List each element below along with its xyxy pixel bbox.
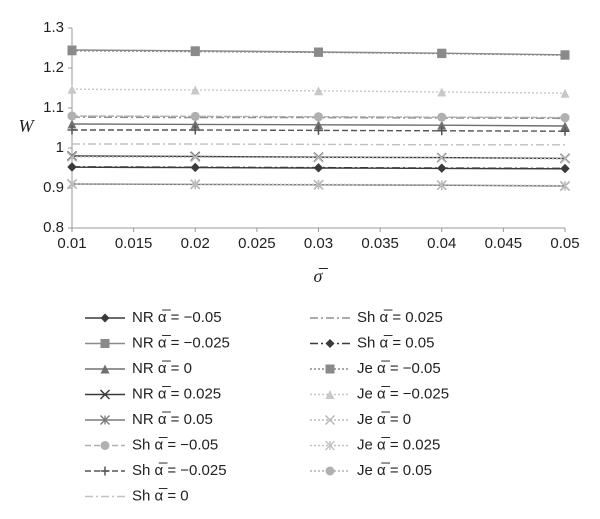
marker [560, 113, 570, 123]
marker [560, 88, 570, 98]
y-tick-label: 1.3 [43, 19, 64, 36]
x-tick-label: 0.05 [550, 235, 579, 252]
marker [100, 441, 110, 450]
x-tick-label: 0.01 [57, 235, 86, 252]
marker [559, 153, 571, 164]
marker [67, 125, 77, 135]
marker [560, 163, 570, 173]
marker [436, 179, 447, 190]
legend-label: NR α̅ = −0.025 [132, 334, 230, 351]
legend-label: Je α̅ = −0.05 [357, 360, 441, 377]
legend-label: Sh α̅ = 0 [132, 487, 189, 504]
y-tick-label: 0.8 [43, 219, 64, 236]
x-tick-label: 0.04 [427, 235, 456, 252]
marker [190, 152, 201, 163]
x-tick-label: 0.035 [361, 235, 399, 252]
marker [560, 180, 570, 191]
marker [67, 111, 77, 121]
marker [313, 152, 324, 163]
marker [67, 162, 77, 172]
legend-label: Sh α̅ = 0.025 [357, 309, 443, 326]
legend-label: Sh α̅ = −0.025 [132, 462, 227, 479]
marker [190, 111, 200, 121]
marker [190, 125, 200, 135]
marker [190, 119, 200, 129]
x-axis-label: σ̅ [314, 266, 329, 286]
x-tick-label: 0.025 [238, 235, 276, 252]
marker [314, 47, 323, 57]
marker [325, 440, 335, 451]
legend-label: NR α̅ = −0.05 [132, 309, 222, 326]
marker [99, 389, 111, 400]
legend-label: NR α̅ = 0.05 [132, 411, 213, 428]
marker [325, 339, 335, 348]
marker [325, 364, 335, 374]
marker [100, 364, 110, 374]
y-axis-label: W [19, 116, 36, 136]
marker [314, 163, 323, 173]
marker [314, 86, 323, 96]
marker [100, 339, 110, 348]
marker [325, 466, 335, 476]
legend-label: Sh α̅ = 0.05 [357, 334, 434, 351]
marker [325, 390, 335, 399]
marker [67, 84, 77, 94]
marker [437, 49, 447, 59]
x-tick-label: 0.015 [115, 235, 153, 252]
legend-label: Je α̅ = 0.05 [357, 462, 432, 479]
x-tick-label: 0.045 [485, 235, 523, 252]
marker [436, 152, 447, 164]
marker [190, 85, 200, 95]
marker [560, 50, 570, 60]
marker [100, 415, 110, 425]
marker [560, 126, 570, 136]
marker [67, 178, 77, 189]
x-tick-label: 0.03 [304, 235, 333, 252]
series-line [72, 143, 565, 146]
marker [437, 120, 447, 130]
marker [314, 112, 323, 122]
y-tick-label: 1.1 [43, 99, 64, 116]
legend-label: NR α̅ = 0.025 [132, 385, 221, 402]
marker [190, 162, 200, 172]
legend-label: NR α̅ = 0 [132, 360, 192, 377]
legend-label: Je α̅ = −0.025 [357, 385, 449, 402]
legend-label: Je α̅ = 0 [357, 411, 411, 428]
marker [324, 414, 336, 426]
y-tick-label: 0.9 [43, 179, 64, 196]
marker [100, 466, 110, 476]
marker [67, 46, 77, 56]
marker [313, 179, 324, 190]
marker [437, 87, 447, 97]
marker [67, 119, 77, 129]
marker [100, 313, 110, 323]
x-tick-label: 0.02 [181, 235, 210, 252]
legend-label: Sh α̅ = −0.05 [132, 436, 218, 453]
marker [437, 126, 447, 136]
legend-label: Je α̅ = 0.025 [357, 436, 440, 453]
marker [66, 151, 78, 162]
marker [437, 112, 447, 122]
marker [437, 163, 447, 173]
y-tick-label: 1.2 [43, 59, 64, 76]
marker [190, 179, 201, 189]
marker [314, 120, 323, 130]
marker [190, 47, 200, 57]
marker [560, 121, 570, 131]
y-tick-label: 1 [56, 139, 64, 156]
marker [314, 125, 323, 135]
